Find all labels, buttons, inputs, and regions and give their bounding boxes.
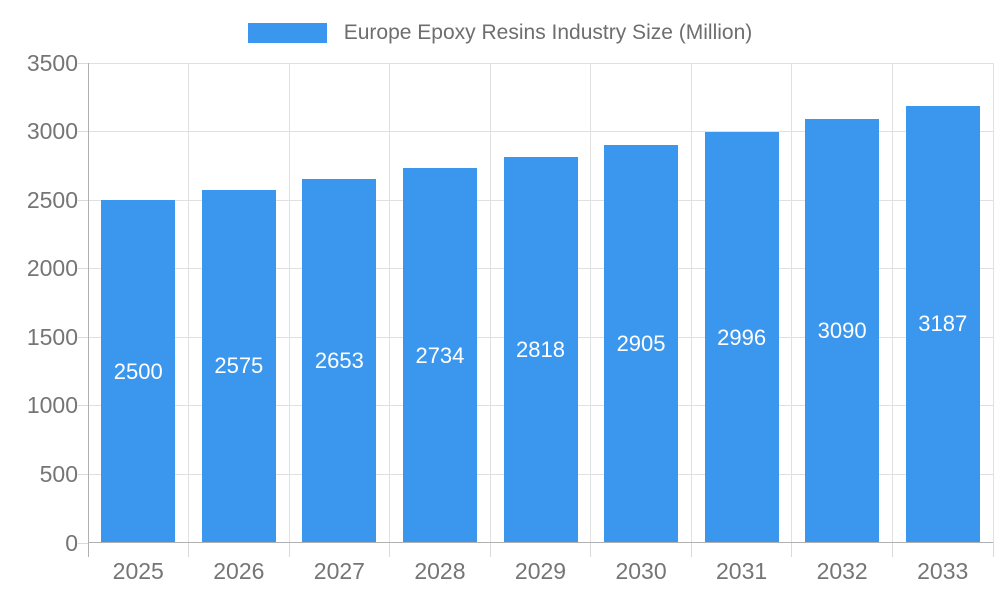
y-axis-tick xyxy=(78,542,88,544)
x-tick-label: 2029 xyxy=(514,558,567,584)
legend-label: Europe Epoxy Resins Industry Size (Milli… xyxy=(343,21,753,44)
x-axis-tick xyxy=(992,543,994,557)
x-tick-label: 2028 xyxy=(414,558,466,584)
bar-value-label: 2905 xyxy=(616,330,666,356)
x-tick-label: 2025 xyxy=(112,558,164,584)
gridline-vertical xyxy=(992,63,994,543)
bar xyxy=(704,132,779,543)
x-axis-tick xyxy=(690,543,692,557)
bar xyxy=(402,168,477,543)
x-axis-line xyxy=(88,542,993,543)
bar-value-label: 2653 xyxy=(314,348,364,374)
x-tick-label: 2027 xyxy=(313,558,365,584)
bar-value-label: 2575 xyxy=(214,353,264,379)
x-axis-tick xyxy=(791,543,793,557)
x-axis-tick xyxy=(590,543,592,557)
y-tick-label: 3500 xyxy=(26,49,78,76)
y-tick-label: 2000 xyxy=(26,255,78,282)
x-axis-tick xyxy=(288,543,290,557)
bar xyxy=(302,179,377,543)
gridline-vertical xyxy=(791,63,793,543)
x-tick-label: 2030 xyxy=(615,558,667,584)
x-axis-tick xyxy=(489,543,491,557)
y-tick-label: 500 xyxy=(39,460,78,487)
gridline-vertical xyxy=(389,63,391,543)
y-axis-tick xyxy=(78,199,88,201)
gridline-vertical xyxy=(891,63,893,543)
x-axis-tick xyxy=(188,543,190,557)
bar xyxy=(604,144,679,543)
x-tick-label: 2032 xyxy=(816,558,868,584)
y-axis-tick xyxy=(78,405,88,407)
y-axis-tick xyxy=(78,62,88,64)
gridline-vertical xyxy=(590,63,592,543)
gridline-vertical xyxy=(489,63,491,543)
bar-value-label: 3090 xyxy=(817,318,867,344)
bar xyxy=(503,156,578,543)
x-tick-label: 2026 xyxy=(213,558,265,584)
y-axis-tick xyxy=(78,473,88,475)
x-tick-label: 2033 xyxy=(917,558,969,584)
y-axis-tick xyxy=(78,131,88,133)
y-tick-label: 3000 xyxy=(26,118,78,145)
x-axis-tick xyxy=(389,543,391,557)
gridline-vertical xyxy=(288,63,290,543)
y-tick-label: 0 xyxy=(65,529,78,556)
y-axis-line xyxy=(88,63,89,557)
bar-value-label: 2734 xyxy=(415,342,465,368)
gridline-vertical xyxy=(188,63,190,543)
gridline-horizontal xyxy=(88,62,993,64)
bar xyxy=(905,105,980,543)
legend: Europe Epoxy Resins Industry Size (Milli… xyxy=(0,21,1000,45)
y-tick-label: 1000 xyxy=(26,392,78,419)
bar-value-label: 3187 xyxy=(918,311,968,337)
gridline-vertical xyxy=(690,63,692,543)
x-axis-tick xyxy=(891,543,893,557)
x-tick-label: 2031 xyxy=(716,558,768,584)
plot-area: 2500 2575 2653 2734 2818 2905 2996 3090 3187 xyxy=(88,62,994,543)
bar xyxy=(805,119,880,543)
y-tick-label: 2500 xyxy=(26,186,78,213)
legend-swatch xyxy=(247,23,327,43)
bar xyxy=(201,189,276,543)
bar-value-label: 2818 xyxy=(516,336,565,362)
bar xyxy=(101,200,176,543)
y-tick-label: 1500 xyxy=(26,323,78,350)
gridline-horizontal xyxy=(88,131,993,133)
y-axis-tick xyxy=(78,268,88,270)
bar-value-label: 2500 xyxy=(113,358,163,384)
bar-value-label: 2996 xyxy=(717,324,767,350)
y-axis-tick xyxy=(78,336,88,338)
